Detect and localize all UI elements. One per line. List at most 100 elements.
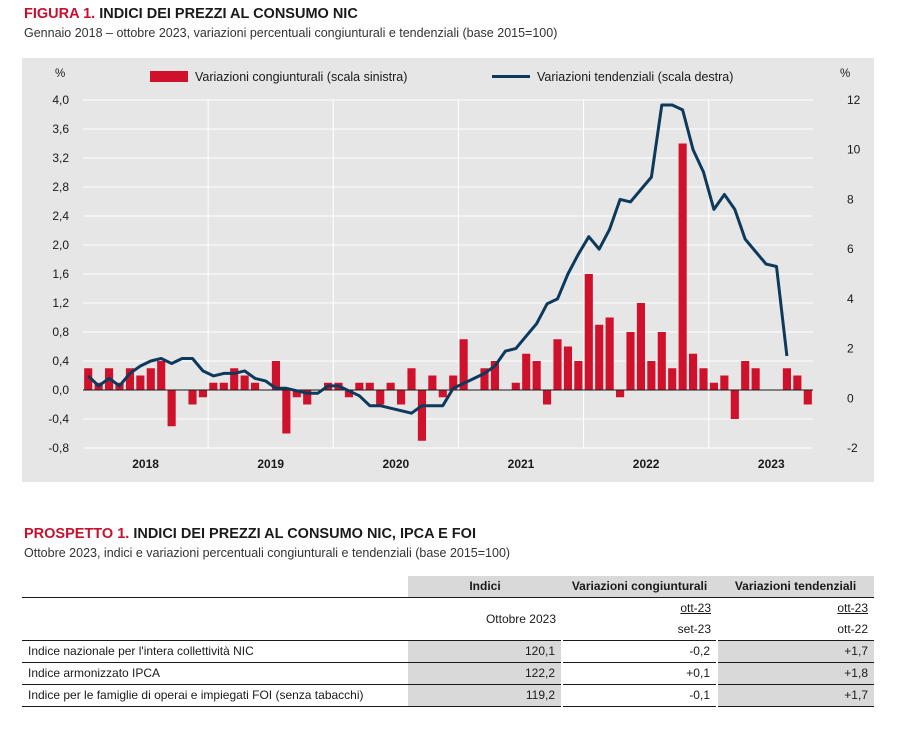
figure-title-text: INDICI DEI PREZZI AL CONSUMO NIC bbox=[99, 6, 358, 22]
right-tick-label: 6 bbox=[847, 242, 854, 256]
header-congiunturali: Variazioni congiunturali bbox=[562, 576, 717, 598]
right-tick-label: 12 bbox=[847, 93, 861, 107]
bar-congiunturale bbox=[668, 368, 677, 390]
bar-congiunturale bbox=[543, 390, 552, 405]
bar-congiunturale bbox=[782, 368, 791, 390]
year-label: 2021 bbox=[508, 457, 535, 471]
right-tick-label: 4 bbox=[847, 292, 854, 306]
row-tend: +1,7 bbox=[716, 684, 874, 707]
bar-congiunturale bbox=[188, 390, 197, 405]
header-tendenziali: Variazioni tendenziali bbox=[717, 576, 874, 598]
bar-congiunturale bbox=[699, 368, 708, 390]
chart-frame bbox=[22, 58, 874, 482]
bar-congiunturale bbox=[136, 375, 145, 390]
legend-line-label: Variazioni tendenziali (scala destra) bbox=[537, 70, 733, 84]
bar-congiunturale bbox=[230, 368, 239, 390]
bar-congiunturale bbox=[157, 361, 166, 390]
bar-congiunturale bbox=[376, 390, 385, 405]
figure-label: FIGURA 1. bbox=[24, 6, 96, 22]
bar-congiunturale bbox=[365, 382, 374, 390]
bar-congiunturale bbox=[407, 368, 416, 390]
left-tick-label: 0,0 bbox=[52, 383, 69, 397]
bar-congiunturale bbox=[125, 368, 134, 390]
bar-congiunturale bbox=[647, 361, 656, 390]
bar-congiunturale bbox=[480, 368, 489, 390]
left-tick-label: 4,0 bbox=[52, 93, 69, 107]
legend-bars-swatch bbox=[150, 71, 188, 82]
left-tick-label: -0,4 bbox=[48, 412, 69, 426]
left-tick-label: 3,2 bbox=[52, 151, 69, 165]
bar-congiunturale bbox=[605, 317, 614, 390]
right-tick-label: 8 bbox=[847, 192, 854, 206]
table-header-blank bbox=[22, 576, 408, 598]
subheader-cong-top: ott-23 bbox=[562, 597, 717, 619]
subheader-indici-date: Ottobre 2023 bbox=[408, 597, 562, 641]
header-indici: Indici bbox=[408, 576, 562, 598]
bar-congiunturale bbox=[553, 339, 562, 390]
year-label: 2022 bbox=[633, 457, 660, 471]
right-tick-label: 2 bbox=[847, 342, 854, 356]
year-label: 2023 bbox=[758, 457, 785, 471]
table-row: Indice per le famiglie di operai e impie… bbox=[22, 684, 874, 707]
row-label: Indice armonizzato IPCA bbox=[22, 662, 408, 685]
bar-congiunturale bbox=[438, 390, 447, 398]
row-label: Indice nazionale per l'intera collettivi… bbox=[22, 640, 408, 663]
row-indice: 119,2 bbox=[408, 684, 562, 707]
bar-congiunturale bbox=[490, 361, 499, 390]
legend-bars-label: Variazioni congiunturali (scala sinistra… bbox=[195, 70, 407, 84]
table-title: PROSPETTO 1. INDICI DEI PREZZI AL CONSUM… bbox=[24, 526, 476, 542]
bar-congiunturale bbox=[511, 382, 520, 390]
year-label: 2020 bbox=[383, 457, 410, 471]
bar-congiunturale bbox=[720, 375, 729, 390]
subheader-tend-top: ott-23 bbox=[717, 597, 874, 619]
bar-congiunturale bbox=[751, 368, 760, 390]
right-tick-label: 0 bbox=[847, 391, 854, 405]
bar-congiunturale bbox=[209, 382, 218, 390]
bar-congiunturale bbox=[522, 353, 531, 390]
bar-congiunturale bbox=[146, 368, 155, 390]
prospetto-table: Indici Variazioni congiunturali Variazio… bbox=[22, 576, 874, 707]
year-label: 2018 bbox=[132, 457, 159, 471]
row-indice: 120,1 bbox=[408, 640, 562, 663]
left-axis-unit: % bbox=[55, 68, 65, 80]
table-label: PROSPETTO 1. bbox=[24, 526, 130, 542]
bar-congiunturale bbox=[449, 375, 458, 390]
bar-congiunturale bbox=[563, 346, 572, 390]
row-tend: +1,7 bbox=[716, 640, 874, 663]
bar-congiunturale bbox=[251, 382, 260, 390]
figure-subtitle: Gennaio 2018 – ottobre 2023, variazioni … bbox=[24, 26, 558, 40]
bar-congiunturale bbox=[616, 390, 625, 398]
bar-congiunturale bbox=[584, 274, 593, 390]
table-subtitle: Ottobre 2023, indici e variazioni percen… bbox=[24, 546, 511, 560]
bar-congiunturale bbox=[741, 361, 750, 390]
bar-congiunturale bbox=[292, 390, 301, 398]
subheader-blank bbox=[22, 597, 408, 641]
bar-congiunturale bbox=[636, 303, 645, 390]
subheader-tend-bottom: ott-22 bbox=[717, 619, 874, 641]
bar-congiunturale bbox=[219, 382, 228, 390]
left-tick-label: 1,2 bbox=[52, 296, 69, 310]
bar-congiunturale bbox=[657, 332, 666, 390]
right-tick-label: -2 bbox=[847, 441, 858, 455]
left-tick-label: 3,6 bbox=[52, 122, 69, 136]
bar-congiunturale bbox=[355, 382, 364, 390]
bar-congiunturale bbox=[84, 368, 93, 390]
bar-congiunturale bbox=[282, 390, 291, 434]
bar-congiunturale bbox=[678, 143, 687, 390]
row-label: Indice per le famiglie di operai e impie… bbox=[22, 684, 408, 707]
right-tick-label: 10 bbox=[847, 143, 861, 157]
bar-congiunturale bbox=[198, 390, 207, 398]
left-tick-label: 2,0 bbox=[52, 238, 69, 252]
bar-congiunturale bbox=[730, 390, 739, 419]
bar-congiunturale bbox=[803, 390, 812, 405]
table-row: Indice nazionale per l'intera collettivi… bbox=[22, 640, 874, 663]
left-tick-label: 0,4 bbox=[52, 354, 69, 368]
bar-congiunturale bbox=[459, 339, 468, 390]
row-cong: -0,1 bbox=[561, 684, 717, 707]
left-tick-label: -0,8 bbox=[48, 441, 69, 455]
bar-congiunturale bbox=[428, 375, 437, 390]
bar-congiunturale bbox=[303, 390, 312, 405]
bar-congiunturale bbox=[271, 361, 280, 390]
bar-congiunturale bbox=[595, 324, 604, 390]
right-axis-unit: % bbox=[840, 68, 850, 80]
